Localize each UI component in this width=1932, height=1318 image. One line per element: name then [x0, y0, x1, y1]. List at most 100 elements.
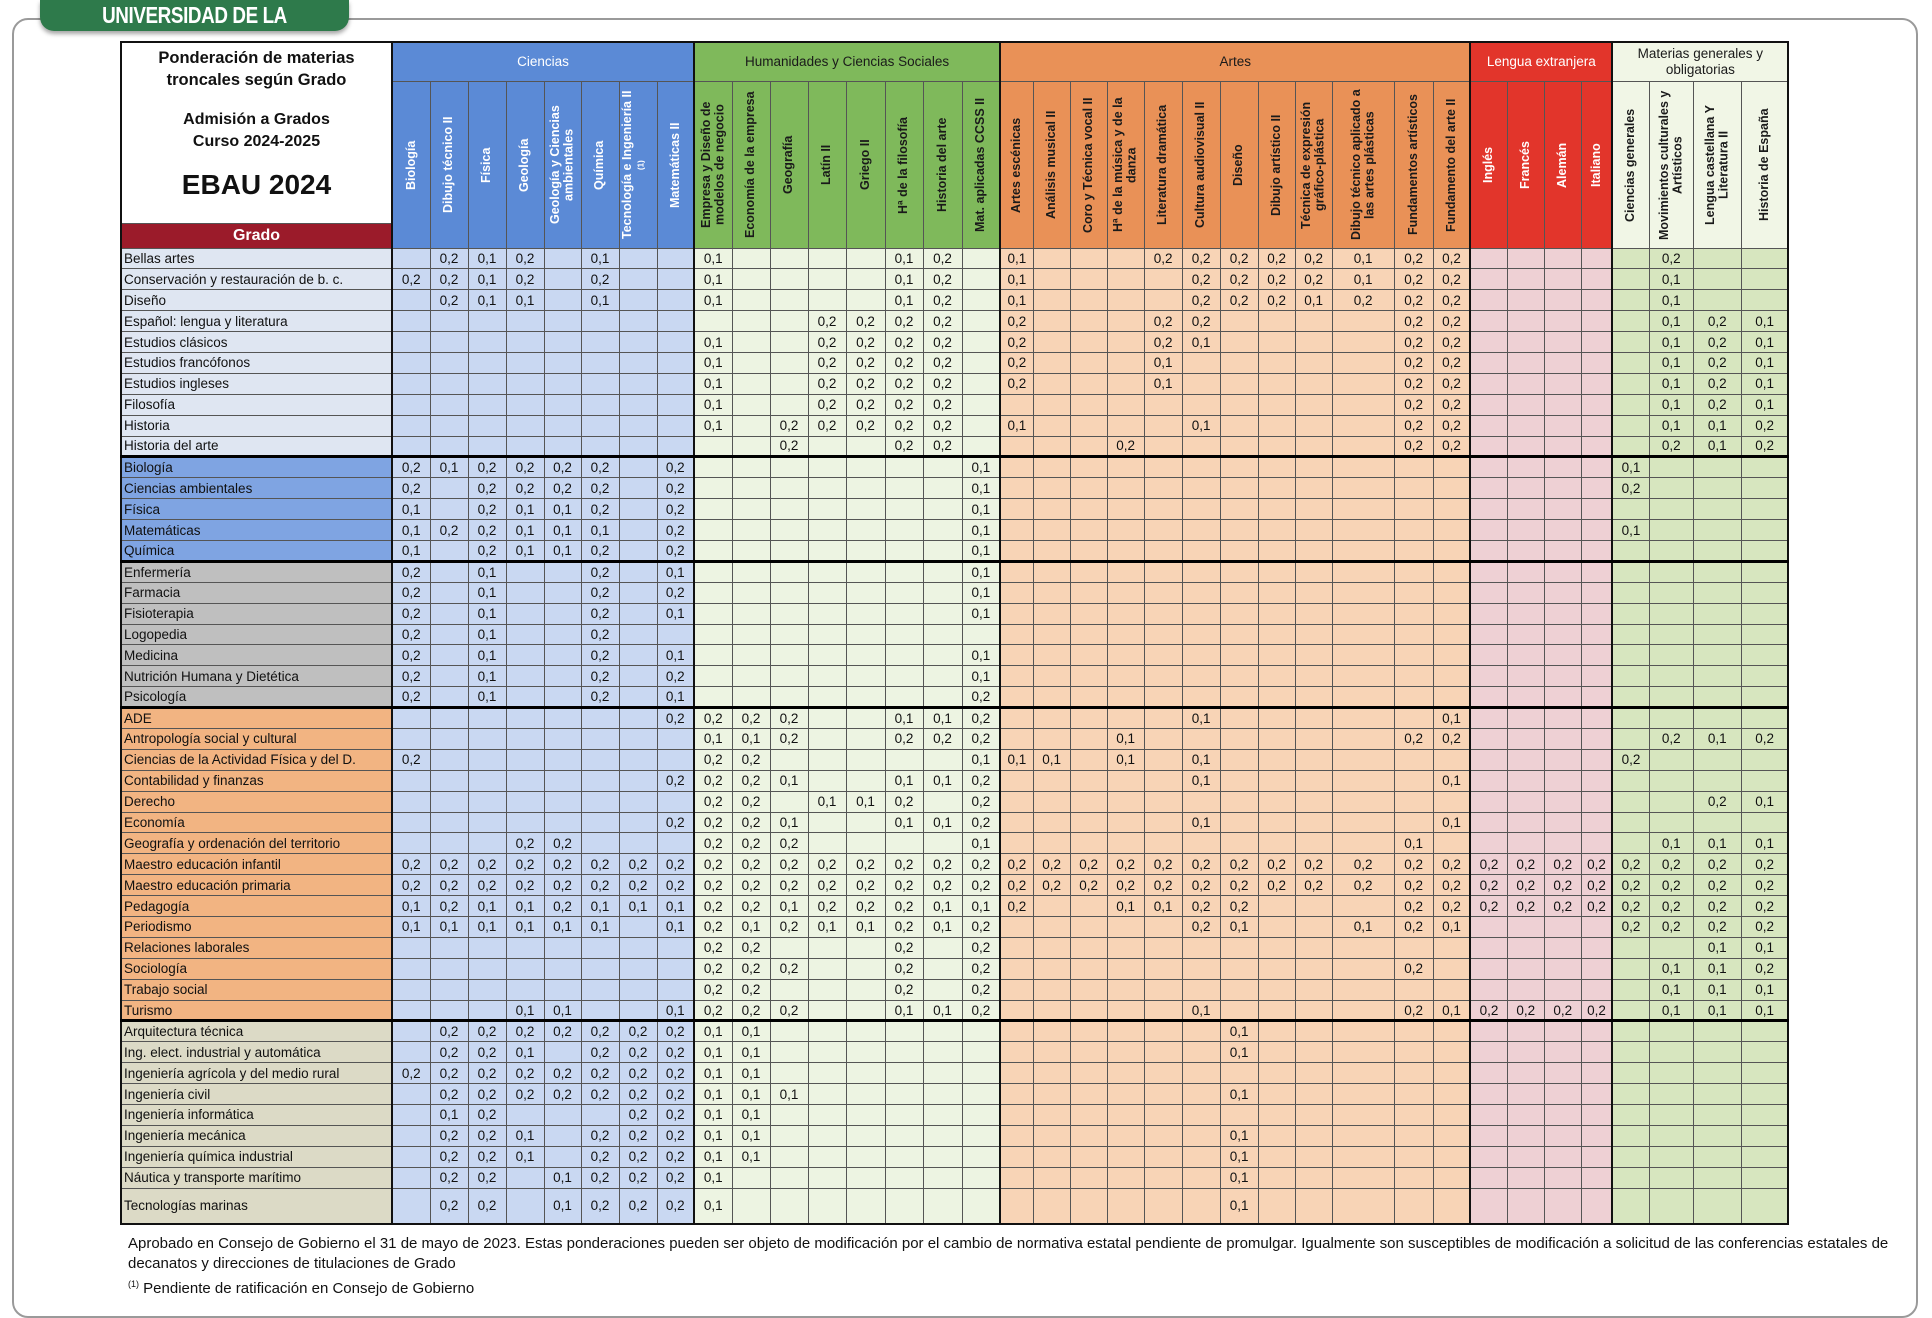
empty-cell — [1469, 310, 1508, 333]
empty-cell — [999, 999, 1034, 1022]
empty-cell — [1648, 686, 1694, 709]
empty-cell — [391, 1041, 431, 1064]
empty-cell — [1219, 372, 1259, 395]
weight-cell: 0,2 — [999, 310, 1034, 333]
weight-cell: 0,2 — [580, 498, 620, 521]
empty-cell — [1432, 1104, 1471, 1126]
empty-cell — [1069, 978, 1108, 1001]
weight-cell: 0,2 — [1692, 853, 1742, 876]
empty-cell — [1181, 455, 1221, 479]
subject-label: Tecnología e Ingeniería II (1) — [620, 85, 654, 245]
subtitle-line: Admisión a Grados — [183, 111, 330, 128]
weight-cell: 0,2 — [580, 1166, 620, 1189]
empty-cell — [543, 351, 582, 374]
empty-cell — [769, 539, 809, 562]
empty-cell — [1393, 519, 1434, 541]
subject-header: Física — [467, 80, 507, 249]
empty-cell — [1294, 1145, 1333, 1168]
empty-cell — [1331, 727, 1395, 750]
empty-cell — [999, 916, 1034, 938]
weight-cell: 0,2 — [429, 1124, 469, 1147]
empty-cell — [1611, 351, 1650, 374]
grado-row: Ingeniería química industrial 0,2 0,2 0,1 0,… — [120, 1145, 1789, 1168]
empty-cell — [769, 1041, 809, 1064]
empty-cell — [1506, 414, 1545, 437]
empty-cell — [693, 519, 733, 541]
empty-cell — [467, 769, 507, 792]
empty-cell — [1294, 999, 1333, 1022]
empty-cell — [1432, 644, 1471, 667]
empty-cell — [1469, 832, 1508, 855]
empty-cell — [1611, 414, 1650, 437]
weight-cell: 0,2 — [580, 539, 620, 562]
empty-cell — [922, 1124, 963, 1147]
empty-cell — [693, 644, 733, 667]
empty-cell — [429, 748, 469, 771]
empty-cell — [1181, 1145, 1221, 1168]
empty-cell — [884, 748, 924, 771]
weight-cell: 0,1 — [505, 1124, 545, 1147]
empty-cell — [1257, 1062, 1296, 1085]
empty-cell — [1692, 1187, 1742, 1225]
empty-cell — [1543, 1019, 1582, 1043]
empty-cell — [543, 435, 582, 458]
empty-cell — [467, 414, 507, 437]
empty-cell — [1032, 435, 1071, 458]
empty-cell — [543, 727, 582, 750]
empty-cell — [1331, 393, 1395, 416]
empty-cell — [1032, 1166, 1071, 1189]
empty-cell — [769, 455, 809, 479]
subject-header: Italiano — [1580, 80, 1613, 249]
empty-cell — [845, 727, 886, 750]
empty-cell — [1294, 832, 1333, 855]
empty-cell — [1181, 686, 1221, 709]
empty-cell — [769, 1166, 809, 1189]
empty-cell — [1611, 435, 1650, 458]
empty-cell — [1580, 623, 1613, 646]
weight-cell: 0,1 — [999, 268, 1034, 291]
empty-cell — [1143, 644, 1183, 667]
subject-header: Coro y Técnica vocal II — [1069, 80, 1108, 249]
empty-cell — [769, 1062, 809, 1085]
empty-cell — [1032, 895, 1071, 917]
empty-cell — [1257, 581, 1296, 604]
empty-cell — [1181, 435, 1221, 458]
weight-cell: 0,2 — [884, 393, 924, 416]
subject-label: Movimientos culturales y Artísticos — [1657, 85, 1685, 245]
empty-cell — [884, 559, 924, 583]
empty-cell — [922, 978, 963, 1001]
weight-cell: 0,2 — [618, 1145, 658, 1168]
empty-cell — [1143, 748, 1183, 771]
empty-cell — [505, 978, 545, 1001]
subject-header: Hª de la filosofía — [884, 80, 924, 249]
empty-cell — [1393, 644, 1434, 667]
empty-cell — [1106, 1187, 1145, 1225]
empty-cell — [580, 331, 620, 353]
subject-name: Dibujo técnico aplicado a las artes plás… — [1348, 89, 1377, 240]
empty-cell — [1032, 414, 1071, 437]
grado-name: Español: lengua y literatura — [120, 310, 393, 333]
weight-cell: 0,1 — [1143, 895, 1183, 917]
weight-cell: 0,1 — [884, 247, 924, 270]
empty-cell — [1069, 665, 1108, 688]
empty-cell — [845, 957, 886, 980]
empty-cell — [1611, 790, 1650, 813]
empty-cell — [1143, 623, 1183, 646]
empty-cell — [1143, 686, 1183, 709]
empty-cell — [618, 559, 658, 583]
empty-cell — [884, 581, 924, 604]
grado-name: Sociología — [120, 957, 393, 980]
empty-cell — [1469, 351, 1508, 374]
empty-cell — [1740, 1041, 1789, 1064]
weight-cell: 0,2 — [1580, 853, 1613, 876]
empty-cell — [618, 832, 658, 855]
weight-cell: 0,1 — [999, 289, 1034, 312]
empty-cell — [543, 644, 582, 667]
grado-name: Economía — [120, 811, 393, 834]
subject-header: Historia del arte — [922, 80, 963, 249]
subject-name: Dibujo artístico II — [1268, 113, 1283, 216]
empty-cell — [1506, 748, 1545, 771]
weight-cell: 0,2 — [693, 748, 733, 771]
group-name: Artes — [1219, 53, 1251, 69]
empty-cell — [769, 1187, 809, 1225]
